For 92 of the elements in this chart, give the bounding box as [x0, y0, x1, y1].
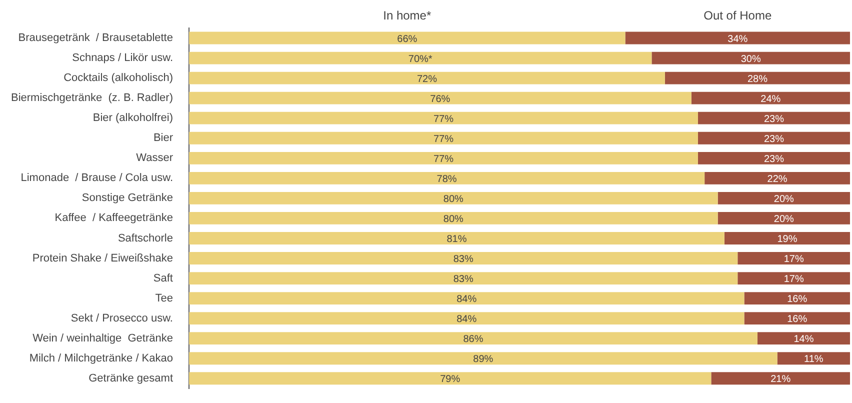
series-label: In home* — [383, 8, 432, 22]
bar — [189, 52, 652, 64]
data-label: 76% — [430, 94, 450, 105]
data-label: 78% — [436, 174, 457, 185]
data-label: 66% — [397, 34, 418, 45]
bar — [691, 92, 850, 104]
data-label: 23% — [764, 114, 784, 125]
data-label: 14% — [794, 334, 814, 346]
y-tick-label: Saft — [153, 272, 173, 284]
bar — [189, 312, 744, 325]
data-label: 19% — [777, 234, 798, 245]
data-label: 22% — [767, 174, 788, 185]
bar — [718, 212, 850, 224]
bar — [189, 72, 665, 84]
data-label: 89% — [473, 354, 494, 366]
data-label: 17% — [784, 274, 804, 286]
data-label: 77% — [433, 154, 454, 165]
y-tick-label: Limonade / Brause / Cola usw. — [20, 172, 173, 184]
bar — [704, 172, 850, 184]
y-tick-label: Sekt / Prosecco usw. — [70, 312, 173, 324]
y-tick-label: Wasser — [136, 152, 174, 164]
y-tick-label: Bier — [153, 132, 174, 144]
data-label: 30% — [740, 54, 761, 65]
bar — [189, 92, 692, 104]
bar — [711, 372, 850, 385]
data-label: 16% — [787, 294, 808, 306]
bar — [652, 52, 850, 64]
bar — [189, 272, 738, 284]
y-tick-label: Protein Shake / Eiweißshake — [32, 252, 173, 264]
data-label: 70%* — [408, 54, 432, 65]
y-tick-label: Saftschorle — [118, 232, 173, 244]
bar — [189, 332, 758, 345]
bar — [189, 252, 738, 264]
y-tick-label: Kaffee / Kaffeegetränke — [54, 212, 173, 224]
bar — [698, 152, 850, 164]
data-label: 81% — [446, 234, 467, 245]
y-tick-label: Bier (alkoholfrei) — [92, 112, 173, 124]
data-label: 24% — [760, 94, 781, 105]
data-label: 20% — [774, 214, 794, 225]
y-tick-label: Wein / weinhaltige Getränke — [32, 332, 173, 344]
y-tick-label: Milch / Milchgetränke / Kakao — [29, 352, 173, 364]
bar — [724, 232, 850, 244]
data-label: 28% — [747, 74, 768, 85]
data-label: 84% — [456, 294, 477, 306]
data-label: 21% — [770, 374, 791, 386]
bar — [189, 32, 626, 44]
bar — [189, 132, 698, 144]
bar — [718, 192, 850, 204]
bar — [189, 172, 705, 184]
data-label: 83% — [453, 254, 474, 266]
data-label: 23% — [764, 134, 784, 145]
y-tick-label: Brausegetränk / Brausetablette — [18, 32, 173, 44]
data-label: 34% — [728, 34, 748, 45]
y-tick-label: Schnaps / Likör usw. — [72, 52, 173, 64]
bar — [189, 372, 712, 385]
y-tick-label: Biermischgetränke (z. B. Radler) — [11, 92, 173, 104]
data-label: 80% — [443, 194, 464, 205]
data-label: 77% — [433, 114, 454, 125]
bar — [698, 132, 850, 144]
bar — [738, 272, 850, 284]
data-label: 16% — [787, 314, 808, 326]
bar — [698, 112, 850, 124]
bar — [744, 292, 850, 305]
bar — [189, 292, 744, 305]
bar — [189, 352, 778, 365]
data-label: 77% — [433, 134, 454, 145]
data-label: 11% — [804, 354, 824, 366]
data-label: 20% — [774, 194, 794, 205]
data-label: 80% — [443, 214, 464, 225]
data-label: 84% — [456, 314, 477, 326]
y-tick-label: Sonstige Getränke — [82, 192, 173, 204]
bar — [189, 152, 698, 164]
bar — [744, 312, 850, 325]
data-label: 86% — [463, 334, 484, 346]
y-tick-label: Getränke gesamt — [88, 372, 173, 384]
bar — [757, 332, 850, 345]
data-label: 79% — [440, 374, 460, 386]
bar — [189, 192, 718, 204]
bar — [625, 32, 850, 44]
bar — [777, 352, 850, 365]
bar — [664, 72, 850, 84]
series-label: Out of Home — [704, 8, 772, 22]
data-label: 83% — [453, 274, 474, 286]
bar — [189, 112, 698, 124]
y-tick-label: Cocktails (alkoholisch) — [64, 72, 173, 84]
data-label: 72% — [416, 74, 438, 85]
data-label: 17% — [784, 254, 804, 266]
bar — [189, 212, 718, 224]
y-tick-label: Tee — [155, 292, 173, 304]
bar — [189, 232, 724, 244]
data-label: 23% — [764, 154, 784, 165]
bar — [738, 252, 850, 264]
